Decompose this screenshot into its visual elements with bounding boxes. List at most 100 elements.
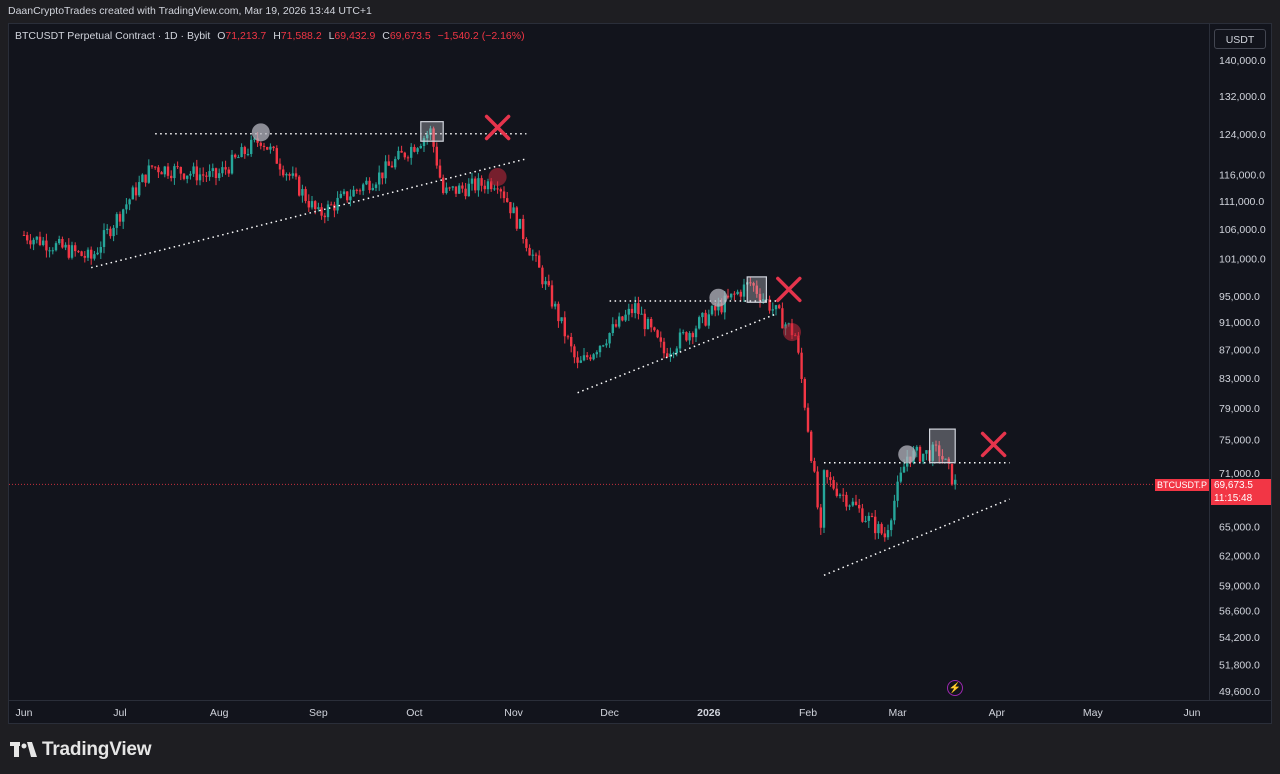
chart-frame: BTCUSDT Perpetual Contract · 1D · Bybit … [8,23,1272,724]
candle-body [394,159,397,168]
candle-body [480,178,483,186]
candle-body [435,146,438,166]
candle-body [771,309,774,311]
candle-body [160,172,163,175]
candle-body [403,152,406,158]
candle-body [45,240,48,251]
price-tick-label: 124,000.0 [1219,129,1266,141]
candle-body [842,494,845,496]
price-tag-countdown: 11:15:48 [1214,493,1253,504]
legend-close-label: C [382,30,390,42]
time-tick-label: Jun [1183,707,1201,719]
trend-line [91,158,527,269]
candle-body [368,180,371,191]
candle-body [410,146,413,158]
candle-body [822,470,826,528]
highlight-box [928,428,956,464]
candle-body [646,319,650,330]
candle-body [630,308,634,314]
candle-body [330,204,333,206]
candle-body [163,166,166,175]
legend-symbol: BTCUSDT Perpetual Contract · 1D · Bybit [15,30,211,42]
time-tick-label: Feb [798,707,818,719]
price-tick-label: 59,000.0 [1219,580,1260,592]
candle-body [294,173,298,177]
currency-button[interactable]: USDT [1214,29,1266,49]
candle-body [608,333,611,344]
candle-body [157,167,160,173]
time-tick-label: May [1082,707,1103,719]
candle-body [509,202,512,214]
highlight-circle [709,288,728,307]
candle-body [640,313,643,315]
candle-body [618,316,621,327]
legend-low: 69,432.9 [334,30,376,42]
candle-body [826,470,829,478]
candle-body [214,168,218,179]
candlestick-chart[interactable] [9,24,1209,700]
candle-body [150,165,154,167]
price-tick-label: 95,000.0 [1219,291,1260,303]
time-tick-label: Apr [988,707,1005,719]
candle-body [525,239,528,248]
price-tick-label: 106,000.0 [1219,224,1266,236]
candle-body [717,303,720,311]
candle-body [672,353,675,355]
price-tick-label: 62,000.0 [1219,550,1260,562]
candle-body [205,175,208,177]
candle-body [288,174,291,176]
price-tag-value-box: 69,673.5 11:15:48 [1211,479,1271,505]
candle-body [592,354,595,360]
candle-body [182,173,186,179]
tradingview-logo-text: TradingView [42,739,152,760]
candle-body [557,303,560,322]
candle-body [579,360,582,363]
candle-body [176,166,179,168]
candle-body [944,458,947,460]
price-tick-label: 79,000.0 [1219,403,1260,415]
highlight-circle [488,167,507,186]
lightning-icon[interactable]: ⚡ [947,680,963,696]
candle-body [54,243,58,251]
candle-body [589,357,592,360]
credit-text: DaanCryptoTrades created with TradingVie… [8,5,372,17]
candle-body [496,188,499,190]
candle-body [374,184,378,188]
candle-body [560,317,563,322]
price-tag-price: 69,673.5 [1214,480,1253,491]
candle-body [291,173,294,176]
price-tick-label: 54,200.0 [1219,632,1260,644]
candle-body [650,319,653,328]
candle-body [874,516,877,534]
chart-pane[interactable] [9,24,1209,700]
candle-body [99,246,102,253]
legend-open-label: O [217,30,226,42]
price-axis-labels: 140,000.0 132,000.0 124,000.0 116,000.0 111,… [1219,55,1266,698]
candle-body [931,444,934,461]
candle-body [445,187,448,194]
candle-body [93,254,96,259]
candle-body [352,189,355,197]
tradingview-logo: TradingView [10,739,152,761]
candle-body [106,228,109,231]
candle-body [448,187,451,189]
candle-body [947,458,950,464]
candle-body [819,507,822,528]
candle-body [278,163,282,170]
candle-body [893,500,896,521]
price-axis[interactable]: 140,000.0 132,000.0 124,000.0 116,000.0 111,… [1209,24,1271,700]
candle-body [890,520,893,531]
candle-body [218,173,221,179]
candle-body [48,250,51,252]
candle-body [710,305,714,315]
candle-body [400,150,403,153]
candle-body [518,218,522,229]
candle-body [67,244,70,258]
time-tick-label: Oct [406,707,423,719]
candle-body [586,355,589,358]
candle-body [195,166,198,181]
candle-body [90,249,93,259]
candle-body [275,148,278,164]
time-axis[interactable]: Jun Jul Aug Sep Oct Nov Dec 2026 Feb Mar Apr May Jun [9,700,1271,723]
candle-body [346,191,349,201]
